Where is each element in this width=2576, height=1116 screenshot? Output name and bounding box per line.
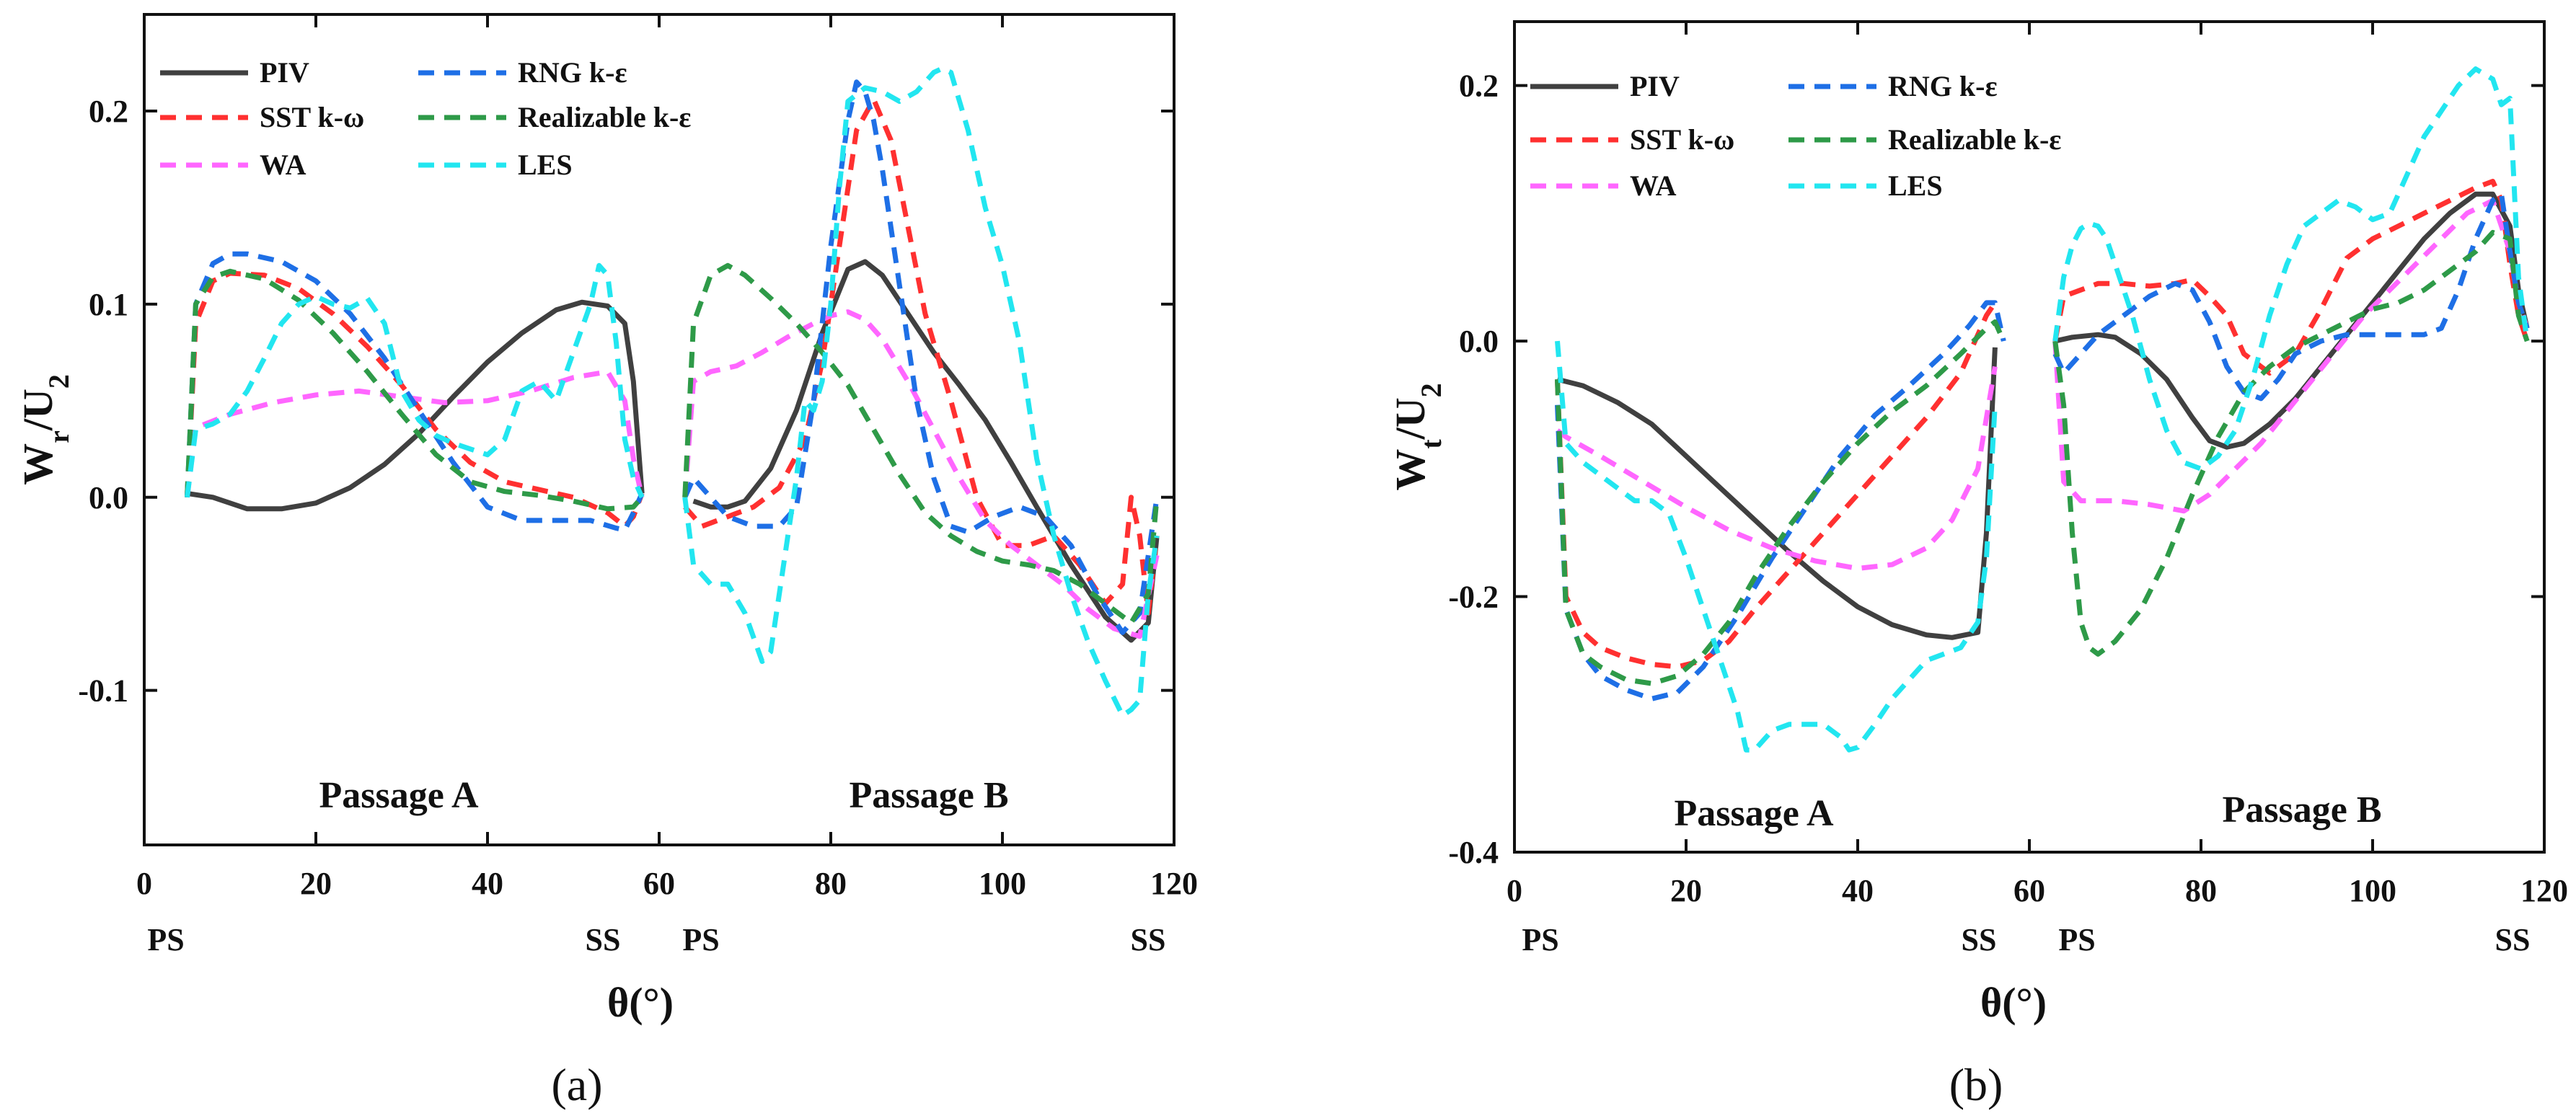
x-tick-label: 40 <box>1842 873 1874 908</box>
series-wa-segment-1 <box>1556 366 1998 571</box>
annotation-passage-b: Passage B <box>850 775 1009 816</box>
legend-label-sst: SST k-ω <box>1630 123 1734 156</box>
ss-label-2: SS <box>1131 922 1166 957</box>
ss-label-2: SS <box>2495 922 2531 957</box>
legend-label-les: LES <box>1888 169 1943 202</box>
panel-label-b: (b) <box>1949 1059 2003 1110</box>
chart-a: 0 20 40 60 80 100 120 -0.1 0.0 0.1 0.2 PIV SST k-ω… <box>14 13 1198 1110</box>
y-axis-title-b: Wt/U2 <box>1387 383 1447 490</box>
plot-area-b <box>1555 66 2530 753</box>
ps-label-1: PS <box>1522 922 1558 957</box>
ps-label-1: PS <box>147 922 184 957</box>
legend-a: PIV SST k-ω WA RNG k-ε Realizable k-ε LE… <box>160 56 691 181</box>
series-realizable-k-segment-1 <box>1555 319 2006 686</box>
panel-label-a: (a) <box>551 1059 602 1110</box>
annotation-passage-a: Passage A <box>319 775 479 816</box>
x-tick-label: 80 <box>2185 873 2217 908</box>
series-rng-k-segment-1 <box>185 251 645 533</box>
series-piv-segment-1 <box>1556 347 1998 640</box>
series-wa-segment-2 <box>2052 198 2530 514</box>
x-tick-label: 20 <box>1670 873 1702 908</box>
series-wa-segment-2 <box>682 309 1160 639</box>
legend-label-wa: WA <box>1630 169 1677 202</box>
x-axis-title-a: θ(°) <box>607 979 674 1026</box>
series-rng-k-segment-1 <box>1555 300 2006 701</box>
ps-label-2: PS <box>2058 922 2095 957</box>
x-tick-label: 20 <box>300 866 332 901</box>
ss-label-1: SS <box>1962 922 1997 957</box>
series-realizable-k-segment-2 <box>2052 229 2530 657</box>
plot-area-a <box>185 66 1160 718</box>
legend-label-piv: PIV <box>1630 70 1680 102</box>
chart-b: 0 20 40 60 80 100 120 -0.4 -0.2 0.0 0.2 PIV SST k-… <box>1387 20 2568 1110</box>
axis-ticks-a: 0 20 40 60 80 100 120 -0.1 0.0 0.1 0.2 <box>78 14 1198 901</box>
x-tick-label: 120 <box>1150 866 1198 901</box>
legend-label-piv: PIV <box>260 56 309 89</box>
x-tick-label: 40 <box>472 866 503 901</box>
y-tick-label: 0.2 <box>89 94 128 129</box>
series-piv-segment-2 <box>692 259 1160 643</box>
x-tick-label: 60 <box>2013 873 2045 908</box>
series-wa-segment-1 <box>185 369 645 498</box>
y-tick-label: 0.2 <box>1459 68 1499 104</box>
x-tick-label: 100 <box>2349 873 2396 908</box>
ss-label-1: SS <box>586 922 621 957</box>
series-les-segment-1 <box>185 262 645 499</box>
series-les-segment-2 <box>682 66 1160 718</box>
legend-label-realizable: Realizable k-ε <box>1888 123 2061 156</box>
y-tick-label: 0.1 <box>89 287 128 322</box>
series-les-segment-2 <box>2052 66 2530 471</box>
annotation-passage-a: Passage A <box>1675 793 1834 834</box>
x-tick-label: 0 <box>136 866 152 901</box>
legend-b: PIV SST k-ω WA RNG k-ε Realizable k-ε LE… <box>1530 70 2061 202</box>
ps-label-2: PS <box>682 922 719 957</box>
x-tick-label: 100 <box>979 866 1026 901</box>
x-tick-label: 120 <box>2520 873 2568 908</box>
y-tick-label: 0.0 <box>1459 324 1499 359</box>
y-axis-title-a: Wr/U2 <box>14 374 75 485</box>
series-realizable-k-segment-2 <box>682 262 1160 626</box>
annotation-passage-b: Passage B <box>2223 789 2382 831</box>
series-les-segment-1 <box>1555 340 1998 753</box>
y-tick-label: -0.4 <box>1448 835 1499 870</box>
series-sst-k-segment-2 <box>2052 179 2530 376</box>
axis-ticks-b: 0 20 40 60 80 100 120 -0.4 -0.2 0.0 0.2 <box>1448 22 2568 908</box>
legend-label-realizable: Realizable k-ε <box>518 101 691 133</box>
legend-label-rng: RNG k-ε <box>1888 70 1998 102</box>
legend-label-rng: RNG k-ε <box>518 56 627 89</box>
series-rng-k-segment-2 <box>2052 191 2530 402</box>
x-tick-label: 60 <box>643 866 675 901</box>
y-tick-label: -0.2 <box>1448 580 1499 615</box>
series-sst-k-segment-2 <box>683 97 1160 616</box>
series-realizable-k-segment-1 <box>185 268 644 512</box>
y-tick-label: 0.0 <box>89 480 128 515</box>
x-tick-label: 80 <box>815 866 847 901</box>
legend-label-wa: WA <box>260 149 306 181</box>
y-tick-label: -0.1 <box>78 673 128 709</box>
series-rng-k-segment-2 <box>682 79 1160 635</box>
legend-label-les: LES <box>518 149 573 181</box>
x-axis-title-b: θ(°) <box>1980 979 2047 1026</box>
x-tick-label: 0 <box>1507 873 1522 908</box>
legend-label-sst: SST k-ω <box>260 101 364 133</box>
